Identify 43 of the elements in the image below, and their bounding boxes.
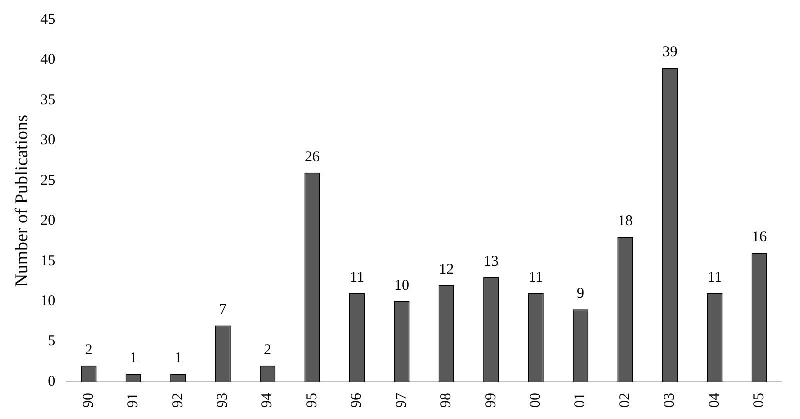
data-label: 2: [85, 342, 93, 358]
x-tick-label: 03: [662, 393, 678, 408]
data-label: 9: [577, 286, 585, 302]
y-tick-label: 35: [40, 92, 56, 108]
x-tick-label: 95: [304, 393, 320, 408]
y-tick-label: 15: [40, 253, 56, 270]
x-tick-label: 01: [572, 393, 589, 408]
data-label: 13: [484, 254, 499, 270]
data-label: 1: [174, 350, 182, 366]
y-tick-label: 25: [40, 172, 56, 189]
data-label: 11: [528, 270, 544, 286]
x-tick-label: 90: [80, 393, 97, 408]
data-label: 11: [708, 270, 722, 286]
data-label: 11: [350, 270, 364, 286]
x-tick-label: 04: [706, 392, 723, 408]
y-tick-label: 10: [40, 293, 56, 310]
data-label: 39: [662, 44, 678, 61]
x-tick-label: 00: [528, 393, 544, 408]
data-label: 12: [439, 262, 454, 278]
data-label: 7: [219, 302, 228, 318]
y-axis-title: Number of Publications: [12, 115, 32, 287]
x-tick-label: 99: [483, 393, 500, 408]
x-tick-label: 96: [349, 392, 366, 408]
data-label: 2: [264, 342, 272, 358]
x-tick-label: 05: [752, 393, 768, 408]
y-tick-label: 40: [40, 52, 56, 68]
x-tick-label: 91: [126, 393, 142, 408]
data-label: 18: [618, 214, 634, 230]
x-tick-label: 98: [438, 393, 455, 408]
data-label: 26: [305, 149, 321, 166]
data-label: 10: [394, 278, 410, 294]
data-label: 16: [752, 230, 768, 246]
y-tick-label: 45: [40, 12, 56, 28]
x-tick-label: 92: [170, 393, 186, 408]
y-tick-label: 20: [40, 213, 56, 230]
y-tick-label: 5: [48, 334, 56, 350]
x-tick-label: 97: [394, 392, 410, 408]
x-tick-label: 02: [617, 393, 634, 408]
x-tick-label: 93: [215, 393, 232, 408]
y-tick-label: 30: [40, 132, 56, 149]
data-label: 1: [130, 350, 138, 366]
y-tick-label: 0: [48, 374, 56, 390]
x-tick-label: 94: [260, 392, 276, 408]
